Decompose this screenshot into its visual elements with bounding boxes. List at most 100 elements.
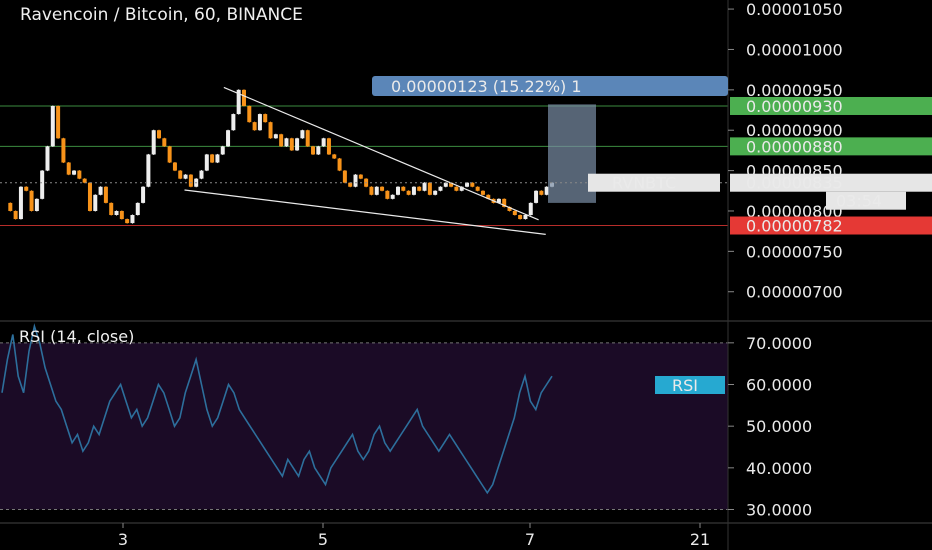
candle-body <box>82 178 87 183</box>
overlays: 0.00000123 (15.22%) 1 RVNBTC RSI <box>372 76 728 395</box>
candle-body <box>369 186 374 195</box>
price-tick-label: 0.00001000 <box>746 40 843 59</box>
candle-body <box>34 198 39 211</box>
candle-body <box>241 89 246 106</box>
trendline <box>184 189 546 235</box>
candle-body <box>348 182 353 187</box>
last-price-badge <box>730 173 932 192</box>
candle-body <box>13 210 18 220</box>
candle-body <box>146 154 151 187</box>
candle-body <box>231 114 236 131</box>
candle-body <box>385 190 390 199</box>
candle-body <box>417 186 422 191</box>
candle-body <box>8 202 13 211</box>
rsi-pane[interactable] <box>0 323 728 510</box>
candle-body <box>162 138 167 147</box>
price-tick-label: 0.00000800 <box>746 202 843 221</box>
measure-label-box <box>372 76 728 96</box>
candle-body <box>87 182 92 211</box>
candle-body <box>157 130 162 139</box>
measure-label: 0.00000123 (15.22%) 1 <box>391 77 582 96</box>
candle-body <box>56 105 61 139</box>
candle-body <box>374 186 379 195</box>
price-tick-label: 0.00001050 <box>746 0 843 19</box>
chart-title: Ravencoin / Bitcoin, 60, BINANCE <box>20 5 303 25</box>
candle-body <box>486 194 491 199</box>
candle-body <box>289 138 294 151</box>
rsi-tick-label: 60.0000 <box>746 376 812 395</box>
candle-body <box>475 186 480 191</box>
candle-body <box>528 202 533 216</box>
price-level-label: 0.00000782 <box>746 217 843 236</box>
last-price-label: 0.00000835 <box>746 174 843 193</box>
candle-body <box>321 138 326 147</box>
candle-body <box>539 190 544 195</box>
candle-body <box>534 190 539 203</box>
candle-body <box>77 170 82 179</box>
candle-body <box>252 122 257 131</box>
rsi-tick-label: 40.0000 <box>746 459 812 478</box>
candle-body <box>119 210 124 220</box>
price-level-badge <box>730 216 932 235</box>
candle-body <box>311 146 316 155</box>
price-level-badge <box>730 137 932 156</box>
candle-body <box>40 170 45 199</box>
candle-body <box>316 146 321 155</box>
candle-body <box>204 154 209 171</box>
candle-body <box>295 138 300 151</box>
rsi-badge-label: RSI <box>672 376 698 395</box>
candle-body <box>523 215 528 220</box>
price-tick-label: 0.00000950 <box>746 81 843 100</box>
price-level-label: 0.00000880 <box>746 137 843 156</box>
candle-body <box>130 215 135 224</box>
x-tick-label: 21 <box>690 530 710 549</box>
candle-body <box>236 89 241 115</box>
rsi-tick-label: 50.0000 <box>746 417 812 436</box>
candle-body <box>433 190 438 195</box>
candle-body <box>443 182 448 187</box>
candle-body <box>300 130 305 139</box>
candle-body <box>24 186 29 191</box>
candle-body <box>72 170 77 175</box>
price-tick-label: 0.00000700 <box>746 283 843 302</box>
candle-body <box>512 210 517 216</box>
rsi-badge-box <box>655 376 725 394</box>
candle-body <box>502 198 507 207</box>
candle-body <box>220 146 225 155</box>
price-tick-label: 0.00000750 <box>746 242 843 261</box>
candle-body <box>496 198 501 203</box>
price-level-badge <box>730 96 932 115</box>
candle-body <box>210 154 215 163</box>
candle-body <box>172 162 177 171</box>
candle-body <box>305 130 310 147</box>
candle-body <box>454 186 459 191</box>
candle-body <box>178 170 183 179</box>
candle-body <box>226 130 231 147</box>
candle-body <box>114 210 119 216</box>
candle-body <box>167 146 172 163</box>
candle-body <box>45 146 50 171</box>
candle-body <box>273 134 278 139</box>
candle-body <box>395 186 400 195</box>
candle-body <box>406 190 411 195</box>
candle-body <box>247 105 252 123</box>
candle-body <box>103 186 108 203</box>
candle-body <box>215 154 220 163</box>
candle-body <box>263 114 268 123</box>
rsi-band <box>0 342 728 510</box>
candle-body <box>93 194 98 211</box>
rsi-tick-label: 30.0000 <box>746 501 812 520</box>
candle-body <box>135 202 140 216</box>
price-pane[interactable] <box>0 86 728 235</box>
candle-body <box>199 170 204 179</box>
price-level-label: 0.00000930 <box>746 97 843 116</box>
symbol-tag-box <box>588 173 720 192</box>
candle-body <box>358 174 363 179</box>
candle-body <box>279 134 284 147</box>
candle-body <box>544 186 549 195</box>
candle-body <box>151 130 156 155</box>
candle-body <box>257 114 262 131</box>
candle-body <box>427 182 432 195</box>
